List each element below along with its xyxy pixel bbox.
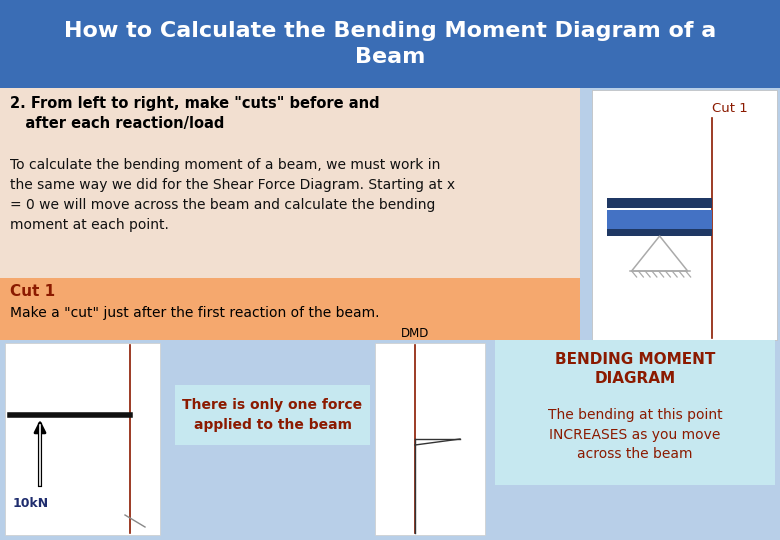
Text: 2. From left to right, make "cuts" before and
   after each reaction/load: 2. From left to right, make "cuts" befor… bbox=[10, 96, 380, 131]
Text: The bending at this point
INCREASES as you move
across the beam: The bending at this point INCREASES as y… bbox=[548, 408, 722, 461]
Bar bbox=[495, 340, 775, 485]
Bar bbox=[607, 198, 712, 208]
Text: Cut 1: Cut 1 bbox=[712, 102, 748, 115]
Bar bbox=[0, 88, 580, 278]
Text: DMD: DMD bbox=[401, 327, 429, 340]
Text: BENDING MOMENT
DIAGRAM: BENDING MOMENT DIAGRAM bbox=[555, 352, 715, 386]
Text: Make a "cut" just after the first reaction of the beam.: Make a "cut" just after the first reacti… bbox=[10, 306, 380, 320]
Text: To calculate the bending moment of a beam, we must work in
the same way we did f: To calculate the bending moment of a bea… bbox=[10, 158, 455, 232]
Text: Cut 1: Cut 1 bbox=[10, 284, 55, 299]
Bar bbox=[592, 90, 777, 340]
Text: There is only one force
applied to the beam: There is only one force applied to the b… bbox=[183, 399, 363, 432]
Bar bbox=[0, 0, 780, 88]
Text: 10kN: 10kN bbox=[13, 497, 49, 510]
Bar bbox=[607, 229, 712, 236]
Text: How to Calculate the Bending Moment Diagram of a
Beam: How to Calculate the Bending Moment Diag… bbox=[64, 21, 716, 67]
Bar bbox=[175, 385, 370, 445]
Bar bbox=[0, 278, 580, 340]
Bar bbox=[375, 343, 485, 535]
Bar bbox=[5, 343, 160, 535]
Bar bbox=[607, 210, 712, 230]
